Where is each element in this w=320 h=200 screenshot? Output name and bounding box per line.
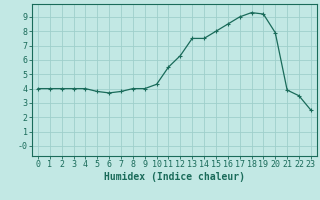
- X-axis label: Humidex (Indice chaleur): Humidex (Indice chaleur): [104, 172, 245, 182]
